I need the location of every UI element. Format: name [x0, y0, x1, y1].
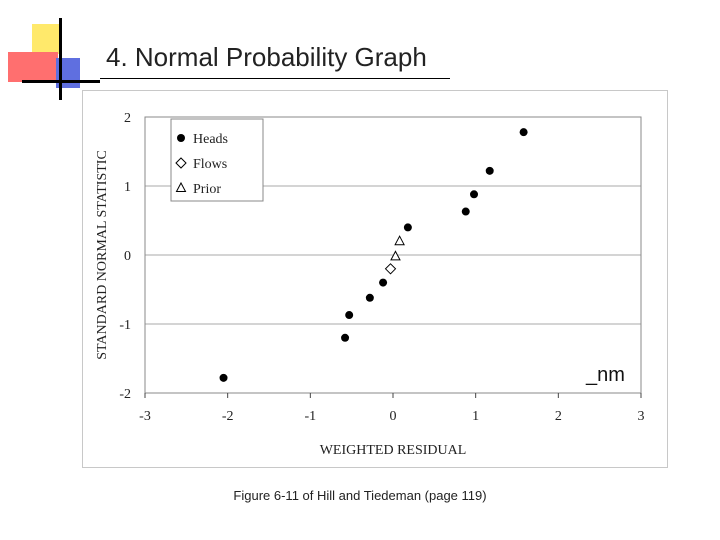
- point-heads: [519, 128, 528, 137]
- annotation-text: _nm: [586, 364, 625, 386]
- x-tick-label: -3: [139, 409, 151, 424]
- y-tick-label: 2: [124, 111, 131, 126]
- point-heads: [365, 293, 374, 302]
- point-prior: [390, 250, 401, 261]
- y-axis-title: STANDARD NORMAL STATISTIC: [95, 150, 110, 360]
- normal-probability-chart: -3 -2 -1 0 1 2 3 -2 -1 0 1 2 WEIGHTED RESIDUAL STANDA…: [95, 111, 645, 458]
- y-tick-label: -2: [119, 387, 131, 402]
- title-underline: [100, 78, 450, 79]
- point-heads: [461, 207, 470, 216]
- x-tick-label: 1: [472, 409, 479, 424]
- decor-horizontal-line: [22, 80, 100, 83]
- x-tick-label: 3: [638, 409, 645, 424]
- legend-marker-flows: [175, 157, 187, 169]
- x-tick-label: 2: [555, 409, 562, 424]
- legend-box: [170, 118, 264, 202]
- decor-yellow-square: [32, 24, 62, 54]
- slide-title: 4. Normal Probability Graph: [106, 42, 427, 72]
- point-heads: [485, 166, 494, 175]
- y-tick-label: 0: [124, 249, 131, 264]
- decor-red-square: [8, 52, 58, 82]
- point-prior: [394, 235, 405, 246]
- x-tick-label: 0: [390, 409, 397, 424]
- legend-label-heads: Heads: [193, 132, 228, 147]
- figure-caption: Figure 6-11 of Hill and Tiedeman (page 1…: [233, 488, 487, 503]
- point-heads: [403, 223, 412, 232]
- x-axis-title: WEIGHTED RESIDUAL: [320, 443, 467, 458]
- y-tick-label: 1: [124, 180, 131, 195]
- point-flows: [384, 263, 397, 275]
- legend-marker-prior: [175, 181, 187, 192]
- decor-vertical-line: [59, 18, 62, 100]
- legend-marker-heads: [177, 134, 185, 142]
- point-heads: [345, 311, 354, 320]
- point-heads: [219, 373, 228, 382]
- point-heads: [470, 190, 479, 199]
- point-heads: [379, 278, 388, 287]
- x-tick-label: -1: [304, 409, 316, 424]
- point-heads: [341, 333, 350, 342]
- legend-label-flows: Flows: [193, 157, 227, 172]
- legend-label-prior: Prior: [193, 182, 221, 197]
- x-tick-label: -2: [222, 409, 234, 424]
- figure-frame: -3 -2 -1 0 1 2 3 -2 -1 0 1 2 WEIGHTED RESIDUAL STANDA…: [82, 90, 668, 468]
- y-tick-label: -1: [119, 318, 131, 333]
